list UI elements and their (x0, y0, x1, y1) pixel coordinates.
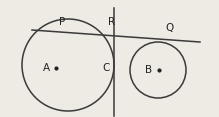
Text: Q: Q (166, 23, 174, 33)
Text: C: C (102, 63, 110, 73)
Text: R: R (108, 17, 116, 27)
Text: A: A (42, 63, 49, 73)
Text: P: P (59, 17, 65, 27)
Text: B: B (145, 65, 153, 75)
